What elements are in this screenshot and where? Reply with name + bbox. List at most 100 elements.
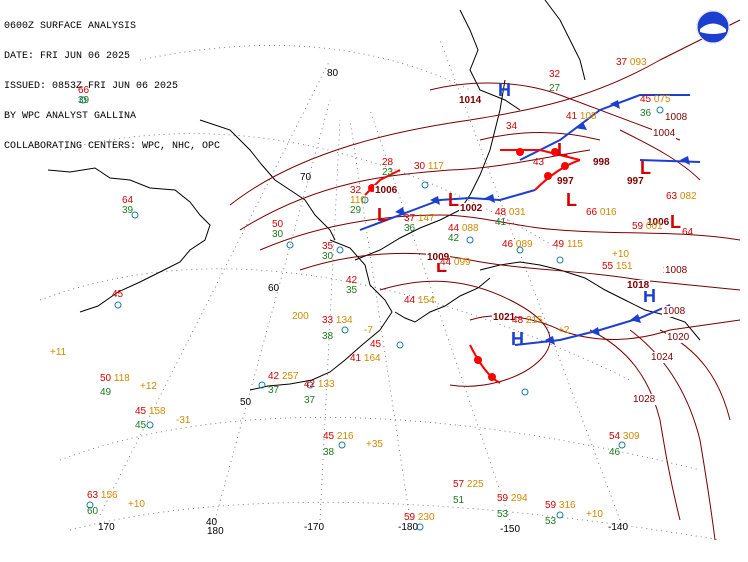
lon-label: 180 <box>207 526 224 537</box>
pressure-value: 998 <box>592 157 611 168</box>
coastline <box>47 0 701 391</box>
station-plot: 44 154 <box>404 295 435 306</box>
station-plot: 42 133 37 <box>304 379 335 406</box>
low-center: L <box>557 140 568 160</box>
lon-label: 170 <box>98 522 115 533</box>
station-plot: 45 <box>370 339 382 350</box>
low-center: L <box>640 158 651 178</box>
isobar-label: 1008 <box>662 306 687 317</box>
station-plot: 37 147 36 <box>404 213 435 234</box>
station-plot: 33 134 38 <box>322 315 353 342</box>
pressure-value: 1014 <box>458 95 483 106</box>
pressure-tendency: +10 <box>612 249 629 260</box>
pressure-tendency: +10 <box>128 499 145 510</box>
pressure-tendency: -7 <box>364 325 373 336</box>
station-plot: 42 257 37 <box>268 371 299 396</box>
station-plot: 59 001 <box>632 221 663 232</box>
pressure-value: 1018 <box>626 280 651 291</box>
pressure-tendency: +11 <box>50 347 67 358</box>
station-plot: 32 27 <box>549 69 561 94</box>
low-center: L <box>448 190 459 210</box>
station-plot: 32 110 29 <box>350 185 366 216</box>
lat-label: 80 <box>327 68 339 79</box>
header-title: 0600Z SURFACE ANALYSIS <box>4 21 137 32</box>
cold-front-triangles <box>395 100 690 345</box>
station-plot: 30 117 <box>414 161 444 172</box>
station-plot: 45 158 45 <box>135 406 166 431</box>
station-plot: 37 093 <box>616 57 647 68</box>
pressure-tendency: +12 <box>140 381 157 392</box>
station-plot: 59 316 53 <box>545 500 576 527</box>
station-plot: 54 309 46 <box>609 431 640 458</box>
high-center: H <box>498 80 511 100</box>
pressure-value: 997 <box>556 176 575 187</box>
station-plot: 41 108 <box>566 111 597 122</box>
lat-label: 50 <box>240 397 252 408</box>
pressure-value: 1009 <box>426 252 451 263</box>
low-center: L <box>670 212 681 232</box>
station-plot: 63 082 <box>666 191 697 202</box>
isobar-label: 1004 <box>652 128 677 139</box>
lon-label: -180 <box>398 522 419 533</box>
station-plot: 57 225 51 <box>453 479 484 506</box>
station-plot: 43 <box>533 157 545 168</box>
station-markers <box>79 96 664 531</box>
station-plot: 46 089 <box>502 239 533 250</box>
low-center: L <box>377 205 388 225</box>
cold-fronts <box>359 94 701 346</box>
station-plot: 66 016 <box>586 207 617 218</box>
isobars <box>229 19 741 541</box>
station-plot: 35 30 <box>322 241 334 262</box>
isobar-label: 1008 <box>664 265 689 276</box>
station-plot: 44 088 42 <box>448 223 479 244</box>
isobar-label: 1028 <box>632 394 657 405</box>
pressure-tendency: +2 <box>558 325 570 336</box>
isobar-label: 1020 <box>666 332 691 343</box>
lat-label: 40 <box>206 517 218 528</box>
station-plot: 64 39 <box>122 195 134 216</box>
noaa-logo <box>696 10 730 44</box>
station-plot: 42 35 <box>346 275 358 296</box>
station-plot: 66 39 <box>78 85 90 106</box>
lon-label: -150 <box>500 524 521 535</box>
high-center: H <box>643 286 656 306</box>
map-header: 0600Z SURFACE ANALYSIS DATE: FRI JUN 06 … <box>4 2 220 162</box>
pressure-value: 1006 <box>374 185 399 196</box>
pressure-value: 997 <box>626 176 645 187</box>
isobar-label: 1024 <box>650 352 675 363</box>
station-plot: 34 <box>506 121 518 132</box>
station-plot: 44 099 <box>440 257 471 268</box>
lat-label: 70 <box>300 172 312 183</box>
isobar-label: 1008 <box>664 112 689 123</box>
station-plot: 63 156 60 <box>87 490 118 517</box>
station-plot: 41 164 <box>350 353 381 364</box>
pressure-tendency: -31 <box>176 415 191 426</box>
pressure-tendency: +35 <box>366 439 383 450</box>
pressure-tendency: +10 <box>586 509 603 520</box>
low-center: L <box>566 190 577 210</box>
station-plot: 45 075 36 <box>640 94 671 119</box>
high-center: H <box>511 329 524 349</box>
station-plot: 28 23 <box>382 157 394 178</box>
header-analyst: BY WPC ANALYST GALLINA <box>4 111 137 122</box>
station-plot: 59 230 <box>404 512 435 523</box>
station-plot: 45 216 38 <box>323 431 354 458</box>
lon-label: -140 <box>608 522 629 533</box>
station-plot: 48 215 <box>512 315 543 326</box>
lon-label: -170 <box>304 522 325 533</box>
station-plot: 200 <box>292 311 309 322</box>
station-plot: 64 <box>682 227 694 238</box>
station-plot: 48 031 41 <box>495 207 526 228</box>
lat-label: 60 <box>268 283 280 294</box>
station-plot: 50 118 49 <box>100 373 130 398</box>
station-plot: 59 294 53 <box>497 493 528 520</box>
pressure-value: 1002 <box>459 203 484 214</box>
graticule <box>39 39 721 541</box>
header-date: DATE: FRI JUN 06 2025 <box>4 51 131 62</box>
pressure-value: 1021 <box>492 312 517 323</box>
pressure-value: 1006 <box>646 217 671 228</box>
station-plot: 50 30 <box>272 219 284 240</box>
header-centers: COLLABORATING CENTERS: WPC, NHC, OPC <box>4 141 221 152</box>
header-issued: ISSUED: 0853Z FRI JUN 06 2025 <box>4 81 179 92</box>
